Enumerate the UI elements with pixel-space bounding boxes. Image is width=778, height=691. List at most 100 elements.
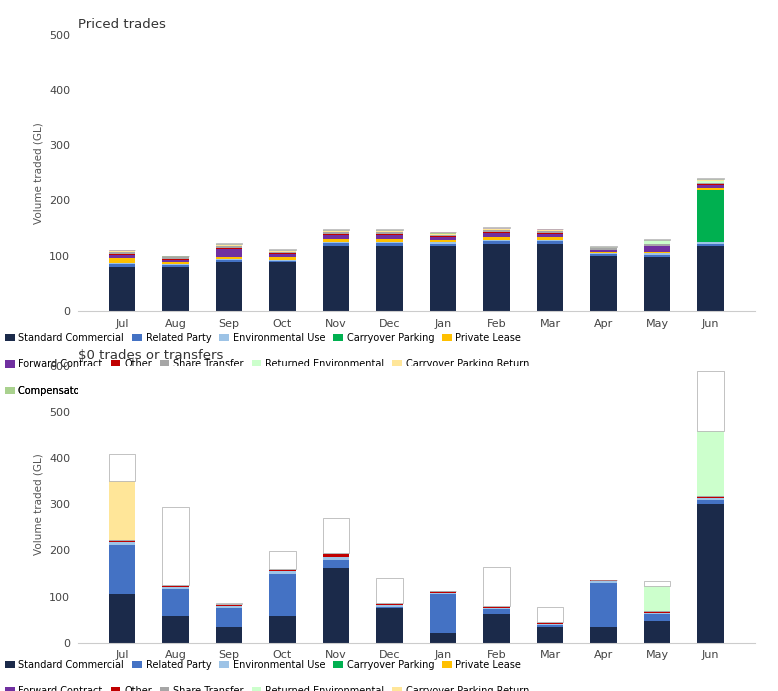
Bar [109, 254, 135, 258]
Bar [162, 616, 189, 643]
Bar [269, 569, 296, 570]
Bar [376, 231, 403, 232]
Bar [643, 252, 671, 254]
Bar [429, 634, 457, 643]
Bar [323, 231, 349, 232]
Bar [537, 230, 563, 231]
Bar [537, 238, 563, 240]
Bar [323, 518, 349, 553]
Bar [483, 229, 510, 230]
Bar [162, 587, 189, 589]
Bar [697, 498, 724, 500]
Bar [697, 431, 724, 495]
Bar [643, 621, 671, 643]
Bar [269, 260, 296, 261]
Bar [591, 581, 617, 583]
Bar [483, 567, 510, 606]
Bar [323, 560, 349, 568]
Bar [109, 267, 135, 311]
Bar [323, 568, 349, 643]
Bar [483, 614, 510, 643]
Bar [216, 249, 242, 257]
Bar [323, 553, 349, 558]
Bar [591, 252, 617, 253]
Bar [109, 264, 135, 267]
Bar [216, 605, 242, 606]
Bar [109, 482, 135, 540]
Bar [537, 627, 563, 643]
Bar [269, 252, 296, 254]
Bar [697, 246, 724, 311]
Text: Priced trades: Priced trades [78, 17, 166, 30]
Bar [376, 235, 403, 239]
Bar [483, 243, 510, 311]
Bar [269, 616, 296, 643]
Bar [643, 246, 671, 252]
Bar [162, 265, 189, 267]
Bar [269, 551, 296, 569]
Bar [162, 586, 189, 587]
Bar [429, 234, 457, 235]
Bar [323, 232, 349, 234]
Bar [269, 251, 296, 252]
Bar [643, 585, 671, 611]
Bar [109, 540, 135, 541]
Bar [537, 231, 563, 233]
Bar [376, 243, 403, 246]
Bar [429, 237, 457, 240]
Bar [483, 240, 510, 243]
Bar [216, 608, 242, 627]
Bar [109, 594, 135, 643]
Bar [429, 246, 457, 311]
Bar [591, 250, 617, 252]
Bar [537, 234, 563, 238]
Bar [323, 239, 349, 242]
Bar [483, 606, 510, 607]
Bar [109, 545, 135, 594]
Bar [429, 591, 457, 592]
Bar [109, 541, 135, 542]
Bar [162, 260, 189, 263]
Bar [162, 585, 189, 586]
Bar [216, 259, 242, 260]
Bar [376, 608, 403, 643]
Bar [376, 607, 403, 608]
Bar [376, 239, 403, 242]
Bar [269, 570, 296, 571]
Bar [697, 371, 724, 431]
Bar [109, 252, 135, 254]
Bar [323, 242, 349, 243]
Bar [643, 611, 671, 612]
Bar [591, 627, 617, 643]
Bar [697, 495, 724, 497]
Bar [537, 607, 563, 622]
Bar [216, 245, 242, 246]
Bar [269, 257, 296, 260]
Bar [643, 581, 671, 585]
Bar [216, 257, 242, 259]
Bar [429, 235, 457, 236]
Bar [643, 257, 671, 311]
Bar [483, 230, 510, 232]
Bar [537, 240, 563, 243]
Bar [483, 233, 510, 238]
Bar [591, 256, 617, 311]
Bar [323, 558, 349, 560]
Y-axis label: Volume traded (GL): Volume traded (GL) [33, 122, 44, 224]
Bar [483, 238, 510, 240]
Bar [483, 608, 510, 609]
Bar [162, 257, 189, 259]
Bar [109, 263, 135, 264]
Bar [162, 589, 189, 616]
Bar [429, 593, 457, 594]
Bar [109, 542, 135, 545]
Bar [537, 625, 563, 627]
Bar [697, 504, 724, 643]
Bar [537, 624, 563, 625]
Bar [697, 180, 724, 181]
Bar [697, 190, 724, 243]
Bar [591, 580, 617, 581]
Bar [643, 241, 671, 244]
Bar [162, 267, 189, 311]
Bar [483, 609, 510, 614]
